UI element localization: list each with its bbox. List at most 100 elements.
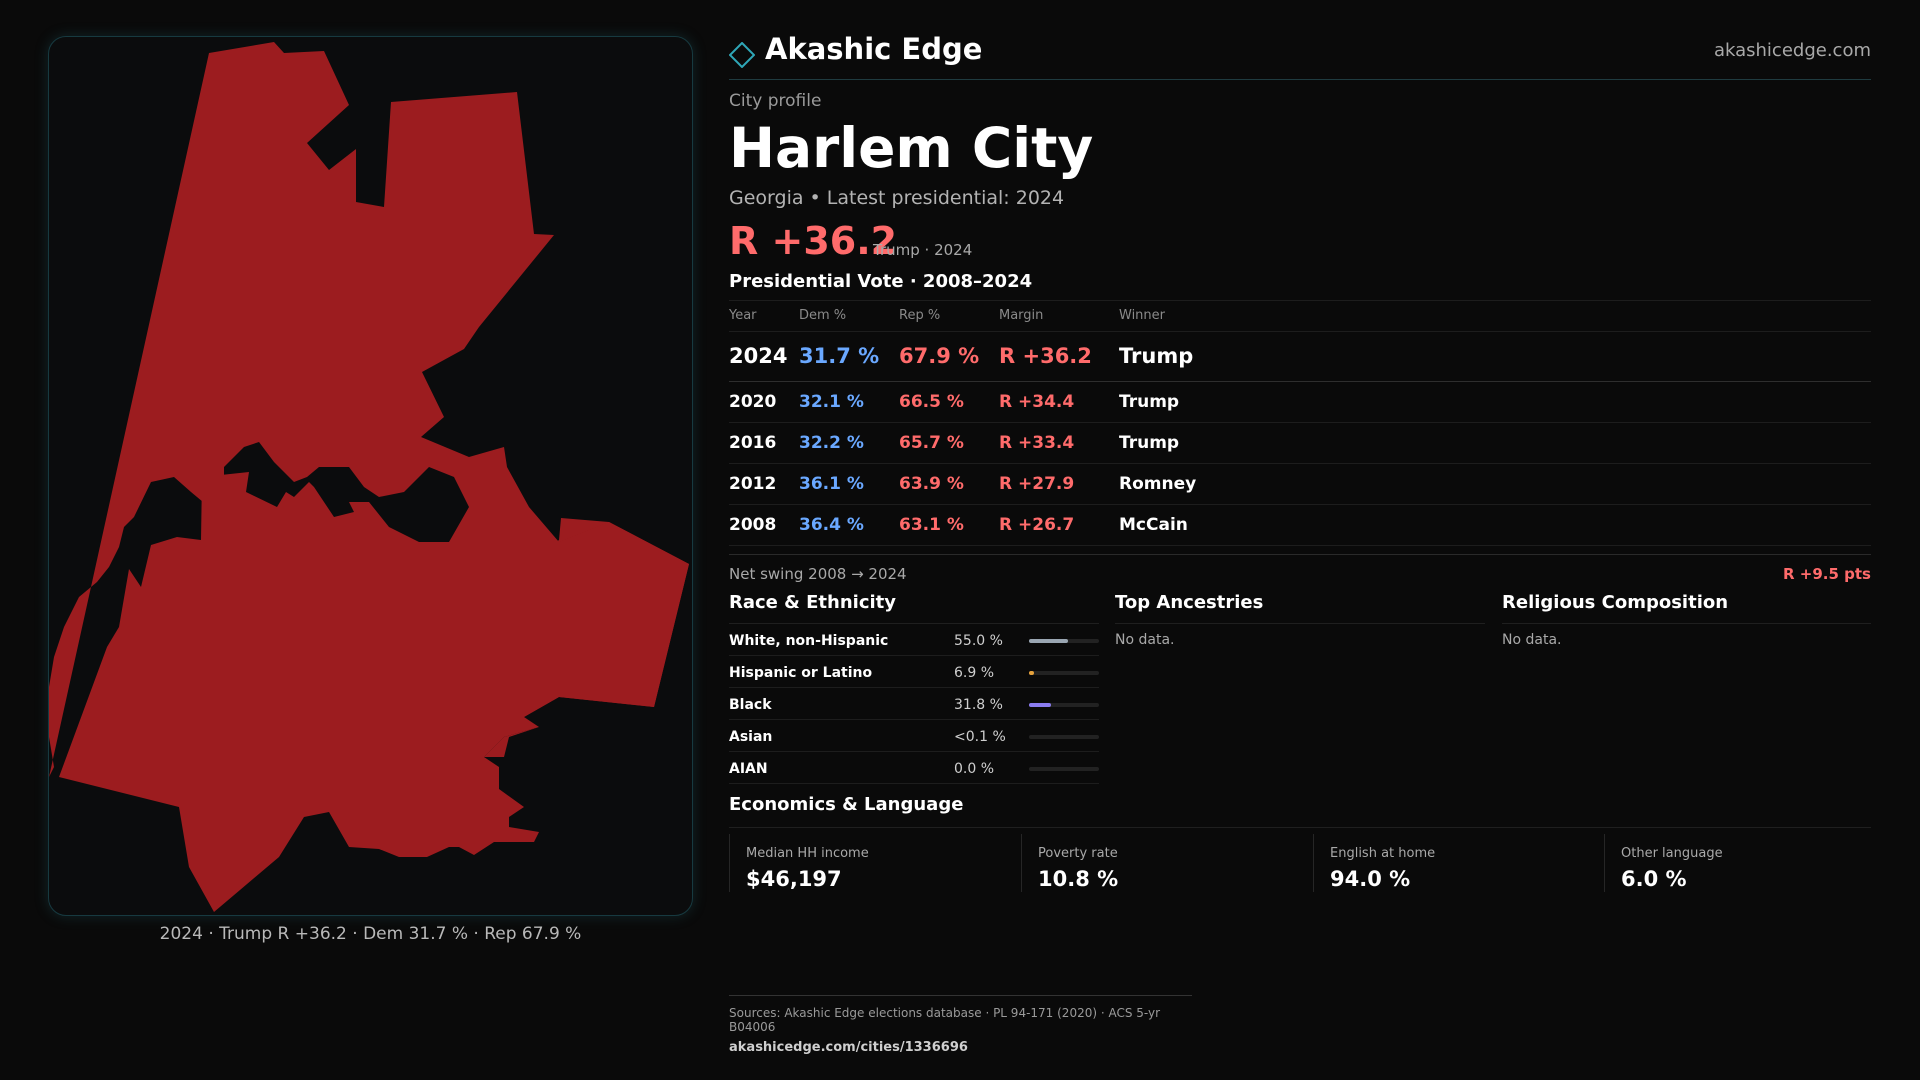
- cell-year: 2020: [729, 381, 799, 423]
- cell-dem: 36.4 %: [799, 504, 899, 546]
- race-bar-track: [1029, 702, 1099, 707]
- race-list: White, non-Hispanic 55.0 % Hispanic or L…: [729, 624, 1099, 784]
- page-title: Harlem City: [729, 116, 1094, 180]
- race-ethnicity-panel: Race & Ethnicity White, non-Hispanic 55.…: [729, 592, 1099, 784]
- list-item: White, non-Hispanic 55.0 %: [729, 624, 1099, 656]
- cell-margin: R +27.9: [999, 463, 1119, 505]
- race-bar-track: [1029, 670, 1099, 675]
- col-header-winner: Winner: [1119, 301, 1871, 332]
- stat-median-income: Median HH income $46,197: [729, 833, 1009, 892]
- race-name: Asian: [729, 728, 773, 745]
- race-value: 6.9 %: [954, 664, 995, 681]
- city-boundary-map: [49, 42, 689, 912]
- economics-grid: Median HH income $46,197 Poverty rate 10…: [729, 833, 1871, 904]
- city-profile-panel: Akashic Edge akashicedge.com City profil…: [729, 30, 1871, 904]
- race-name: Black: [729, 696, 772, 713]
- cell-winner: Trump: [1119, 422, 1871, 464]
- stat-value: 6.0 %: [1621, 866, 1687, 891]
- race-name: White, non-Hispanic: [729, 632, 889, 649]
- page-footer: Sources: Akashic Edge elections database…: [729, 995, 1192, 1055]
- net-swing-row: Net swing 2008 → 2024 R +9.5 pts: [729, 553, 1871, 588]
- cell-dem: 32.2 %: [799, 422, 899, 464]
- net-swing-value: R +9.5 pts: [1783, 564, 1871, 583]
- cell-margin: R +33.4: [999, 422, 1119, 464]
- stat-value: $46,197: [746, 866, 842, 891]
- latest-margin: R +36.2 Trump · 2024: [729, 219, 1871, 263]
- cell-rep: 67.9 %: [899, 331, 999, 382]
- page-eyebrow: City profile: [729, 91, 822, 111]
- city-map-panel: [48, 36, 693, 916]
- religious-composition-panel: Religious Composition No data.: [1502, 592, 1871, 648]
- stat-value: 10.8 %: [1038, 866, 1119, 891]
- diamond-logo-icon: [729, 42, 755, 68]
- race-bar-fill: [1029, 638, 1068, 643]
- cell-year: 2008: [729, 504, 799, 546]
- religion-empty-text: No data.: [1502, 631, 1562, 648]
- list-item: AIAN 0.0 %: [729, 752, 1099, 784]
- cell-margin: R +26.7: [999, 504, 1119, 546]
- table-row: 2024 31.7 % 67.9 % R +36.2 Trump: [729, 331, 1871, 382]
- table-header-row: Year Dem % Rep % Margin Winner: [729, 301, 1871, 332]
- brand-name[interactable]: Akashic Edge: [765, 32, 983, 66]
- table-row: 2016 32.2 % 65.7 % R +33.4 Trump: [729, 422, 1871, 464]
- cell-margin: R +36.2: [999, 331, 1119, 382]
- cell-winner: Trump: [1119, 381, 1871, 423]
- latest-margin-note: Trump · 2024: [873, 241, 973, 259]
- race-bar-fill: [1029, 670, 1034, 675]
- list-item: Asian <0.1 %: [729, 720, 1099, 752]
- table-row: 2012 36.1 % 63.9 % R +27.9 Romney: [729, 463, 1871, 505]
- race-value: 0.0 %: [954, 760, 995, 777]
- stat-label: English at home: [1330, 845, 1436, 861]
- cell-winner: Romney: [1119, 463, 1871, 505]
- cell-dem: 32.1 %: [799, 381, 899, 423]
- cell-winner: McCain: [1119, 504, 1871, 546]
- sources-text: Sources: Akashic Edge elections database…: [729, 1006, 1161, 1034]
- cell-dem: 31.7 %: [799, 331, 899, 382]
- presidential-vote-table: Year Dem % Rep % Margin Winner 2024 31.7…: [729, 301, 1871, 546]
- top-ancestries-panel: Top Ancestries No data.: [1115, 592, 1485, 648]
- race-value: <0.1 %: [954, 728, 1006, 745]
- stat-english-at-home: English at home 94.0 %: [1313, 833, 1593, 892]
- table-row: 2020 32.1 % 66.5 % R +34.4 Trump: [729, 381, 1871, 423]
- race-bar-track: [1029, 734, 1099, 739]
- table-row: 2008 36.4 % 63.1 % R +26.7 McCain: [729, 504, 1871, 546]
- cell-year: 2016: [729, 422, 799, 464]
- race-ethnicity-title: Race & Ethnicity: [729, 592, 1099, 624]
- page-subtitle: Georgia • Latest presidential: 2024: [729, 187, 1065, 209]
- net-swing-label: Net swing 2008 → 2024: [729, 564, 907, 583]
- list-item: Hispanic or Latino 6.9 %: [729, 656, 1099, 688]
- race-name: Hispanic or Latino: [729, 664, 873, 681]
- cell-rep: 65.7 %: [899, 422, 999, 464]
- presidential-vote-title: Presidential Vote · 2008–2024: [729, 271, 1871, 301]
- col-header-rep: Rep %: [899, 301, 999, 332]
- top-ancestries-title: Top Ancestries: [1115, 592, 1485, 624]
- col-header-margin: Margin: [999, 301, 1119, 332]
- stat-value: 94.0 %: [1330, 866, 1411, 891]
- stat-label: Other language: [1621, 845, 1723, 861]
- cell-rep: 63.9 %: [899, 463, 999, 505]
- race-bar-track: [1029, 638, 1099, 643]
- col-header-dem: Dem %: [799, 301, 899, 332]
- stat-label: Poverty rate: [1038, 845, 1118, 861]
- cell-year: 2012: [729, 463, 799, 505]
- list-item: Black 31.8 %: [729, 688, 1099, 720]
- race-bar-track: [1029, 766, 1099, 771]
- stat-label: Median HH income: [746, 845, 869, 861]
- latest-margin-value: R +36.2: [729, 219, 898, 263]
- site-header: Akashic Edge akashicedge.com: [729, 30, 1871, 80]
- cell-dem: 36.1 %: [799, 463, 899, 505]
- economics-language-title: Economics & Language: [729, 794, 1871, 828]
- cell-year: 2024: [729, 331, 799, 382]
- page-url-link[interactable]: akashicedge.com/cities/1336696: [729, 1040, 968, 1055]
- demographics-section: Race & Ethnicity White, non-Hispanic 55.…: [729, 592, 1871, 792]
- religious-composition-title: Religious Composition: [1502, 592, 1871, 624]
- race-value: 31.8 %: [954, 696, 1003, 713]
- site-domain-link[interactable]: akashicedge.com: [1713, 40, 1871, 61]
- stat-other-language: Other language 6.0 %: [1604, 833, 1884, 892]
- race-value: 55.0 %: [954, 632, 1003, 649]
- map-caption: 2024 · Trump R +36.2 · Dem 31.7 % · Rep …: [159, 924, 582, 944]
- col-header-year: Year: [729, 301, 799, 332]
- stat-poverty-rate: Poverty rate 10.8 %: [1021, 833, 1301, 892]
- cell-winner: Trump: [1119, 331, 1871, 382]
- race-bar-fill: [1029, 702, 1051, 707]
